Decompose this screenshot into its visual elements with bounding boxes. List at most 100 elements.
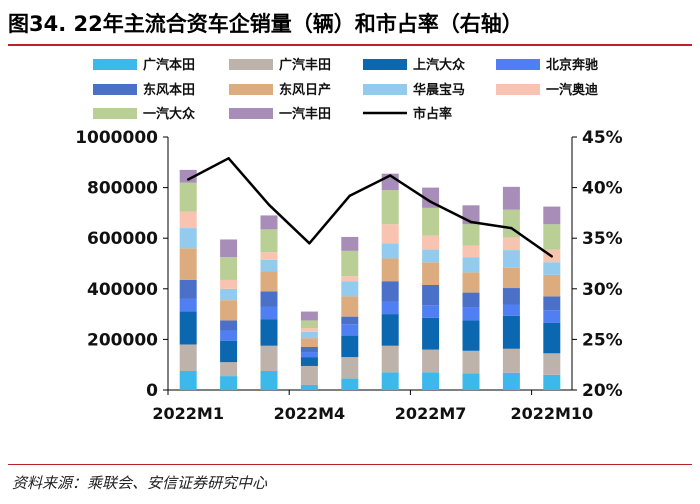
market-share-point: [267, 203, 271, 207]
bar-2022m1-series-9: [179, 182, 197, 212]
bar-2022m3-series-8: [260, 252, 278, 260]
bar-2022m3-series-4: [260, 306, 278, 320]
legend-item-6-swatch: [229, 84, 273, 95]
y-left-tick-label: 1000000: [75, 128, 158, 148]
bar-2022m7-series-7: [422, 249, 440, 263]
bar-2022m9-series-1: [502, 372, 520, 390]
legend-item-9-label: 一汽大众: [143, 106, 195, 122]
bar-2022m2-series-3: [220, 340, 238, 363]
bar-2022m9-series-3: [502, 315, 520, 349]
market-share-line: [187, 157, 553, 258]
bar-2022m6-series-4: [381, 301, 399, 315]
bar-2022m3-series-3: [260, 319, 278, 346]
bar-2022m7-series-9: [422, 207, 440, 236]
bar-2022m6-series-3: [381, 314, 399, 346]
bar-2022m4-series-7: [300, 331, 318, 339]
bar-2022m8-series-1: [462, 373, 480, 390]
bar-2022m2-series-4: [220, 330, 238, 341]
axes: 0 200000 400000 600000 800000 1000000 20% 25% 30…: [75, 128, 623, 423]
y-right-tick-label: 20%: [582, 381, 623, 401]
bar-2022m10-series-6: [543, 274, 561, 297]
market-share-point: [187, 178, 190, 181]
market-share-point: [510, 226, 513, 230]
x-tick-label: 2022M7: [395, 404, 467, 423]
bar-2022m10-series-9: [543, 224, 561, 250]
bar-2022m4-series-1: [300, 384, 318, 390]
bar-2022m5-series-10: [341, 236, 359, 251]
y-left-tick-label: 400000: [87, 280, 158, 300]
bar-2022m7-series-5: [422, 285, 440, 306]
legend-item-10-label: 一汽丰田: [279, 106, 331, 122]
bar-2022m8-series-8: [462, 245, 480, 258]
bar-2022m9-series-7: [502, 250, 520, 268]
legend-item-11-label: 市占率: [413, 106, 452, 122]
bar-2022m2-series-10: [220, 239, 238, 258]
bar-2022m5-series-3: [341, 335, 359, 358]
bar-2022m1-series-1: [179, 371, 197, 390]
bar-2022m10-series-2: [543, 353, 561, 375]
market-share-point: [469, 220, 473, 224]
legend-item-4-swatch: [496, 59, 540, 70]
legend-item-3-label: 上汽大众: [413, 57, 465, 73]
title-rule: [8, 44, 692, 46]
bar-2022m3-series-2: [260, 345, 278, 372]
bar-2022m6-series-5: [381, 281, 399, 302]
bar-2022m3-series-1: [260, 371, 278, 390]
y-left-tick-label: 800000: [87, 179, 158, 199]
bar-2022m1-series-10: [179, 169, 197, 183]
bar-2022m2-series-7: [220, 288, 238, 301]
legend-item-7-swatch: [363, 84, 407, 95]
bar-2022m7-series-8: [422, 235, 440, 250]
bar-2022m7-series-6: [422, 262, 440, 286]
bar-2022m4-series-10: [300, 311, 318, 321]
y-left-tick-label: 600000: [87, 229, 158, 249]
footer-rule: [8, 464, 692, 465]
bar-2022m3-series-10: [260, 215, 278, 230]
market-share-point: [550, 255, 553, 258]
x-tick-label: 2022M4: [274, 404, 346, 423]
bar-2022m10-series-4: [543, 310, 561, 323]
y-right-tick-label: 30%: [582, 280, 623, 300]
legend-item-8: 一汽奥迪: [496, 82, 598, 98]
y-left-tick-label: 0: [146, 381, 158, 401]
legend-item-6: 东风日产: [229, 82, 331, 98]
legend-item-7: 华晨宝马: [363, 82, 465, 98]
bar-2022m6-series-9: [381, 190, 399, 225]
bar-2022m10-series-10: [543, 206, 561, 225]
bar-2022m1-series-6: [179, 248, 197, 280]
bar-2022m2-series-8: [220, 279, 238, 289]
bar-2022m2-series-6: [220, 300, 238, 321]
legend-item-9-swatch: [93, 108, 137, 119]
y-right-tick-label: 35%: [582, 229, 623, 249]
bar-2022m8-series-7: [462, 257, 480, 273]
legend-item-10: 一汽丰田: [229, 106, 331, 122]
bar-2022m6-series-6: [381, 258, 399, 282]
legend-item-4: 北京奔驰: [496, 57, 598, 73]
bar-2022m2-series-1: [220, 376, 238, 390]
legend-item-10-swatch: [229, 108, 273, 119]
legend-item-6-label: 东风日产: [279, 82, 331, 98]
bar-2022m8-series-3: [462, 320, 480, 351]
bar-2022m3-series-7: [260, 259, 278, 272]
bar-2022m1-series-7: [179, 228, 197, 249]
bar-2022m5-series-5: [341, 316, 359, 325]
bar-2022m4-series-9: [300, 320, 318, 329]
bar-2022m9-series-6: [502, 267, 520, 289]
bar-2022m1-series-4: [179, 298, 197, 312]
legend-item-2-swatch: [229, 59, 273, 70]
bar-2022m5-series-2: [341, 357, 359, 379]
x-tick-label: 2022M1: [152, 404, 224, 423]
legend-item-1-label: 广汽本田: [143, 57, 195, 73]
source-note: 资料来源：乘联会、安信证券研究中心: [12, 474, 268, 492]
market-share-point: [227, 157, 230, 160]
bar-2022m2-series-5: [220, 320, 238, 331]
market-share-point: [389, 174, 392, 177]
bar-2022m4-series-6: [300, 338, 318, 347]
bar-2022m9-series-5: [502, 288, 520, 305]
legend-item-3-swatch: [363, 59, 407, 70]
bar-2022m2-series-2: [220, 362, 238, 377]
legend-item-11: 市占率: [363, 106, 452, 122]
legend-item-2: 广汽丰田: [229, 57, 331, 73]
legend-item-5-swatch: [93, 84, 137, 95]
